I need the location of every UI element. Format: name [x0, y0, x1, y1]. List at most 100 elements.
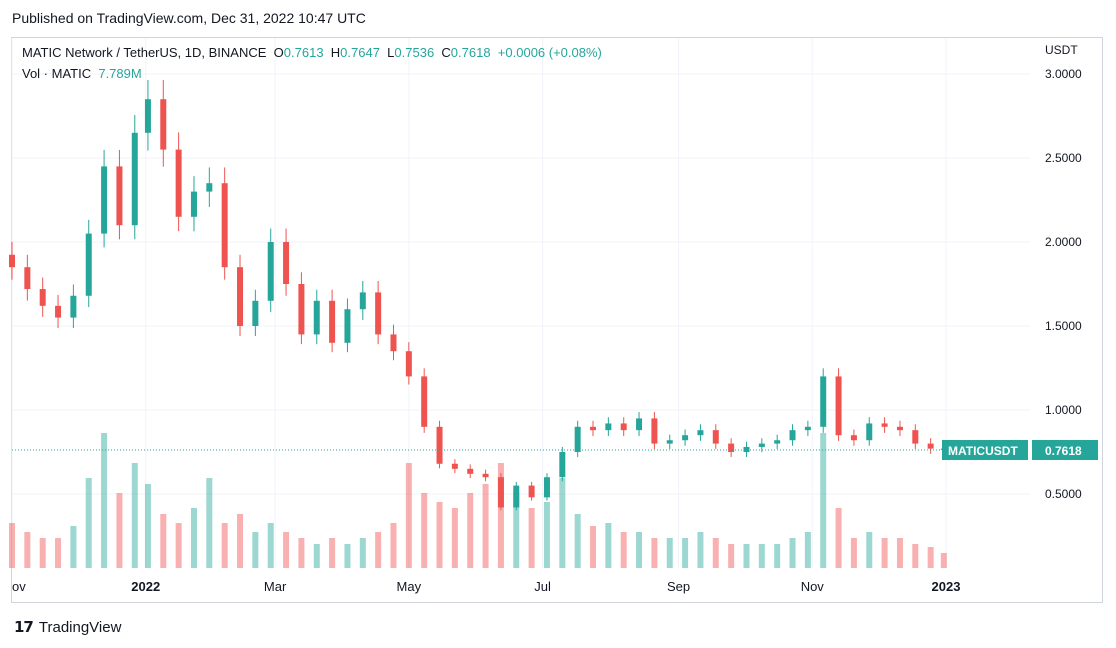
candle-body [620, 423, 627, 431]
volume-bar [758, 544, 765, 568]
candle-body [927, 443, 934, 449]
ohlc-legend: MATIC Network / TetherUS, 1D, BINANCE O0… [22, 45, 602, 60]
price-tag-value: 0.7618 [1045, 444, 1082, 458]
candle-body [116, 166, 123, 226]
volume-bar [206, 478, 213, 568]
candle-body [160, 99, 167, 150]
volume-bar [927, 547, 934, 568]
volume-bar [252, 532, 259, 568]
candle-body [70, 295, 77, 318]
volume-bar [55, 538, 62, 568]
candle-layer [9, 80, 947, 511]
volume-bar [804, 532, 811, 568]
tradingview-logo[interactable]: 17 TradingView [14, 618, 121, 636]
volume-bar [651, 538, 658, 568]
volume-bar [497, 463, 504, 568]
volume-bar [743, 544, 750, 568]
volume-bar [482, 484, 489, 568]
candle-body [421, 376, 428, 427]
candle-body [375, 292, 382, 335]
candle-body [743, 446, 750, 452]
x-tick-label: 2023 [932, 579, 961, 594]
candle-body [636, 418, 643, 431]
volume-bar [467, 493, 474, 568]
candle-body [298, 284, 305, 335]
y-axis: 3.0000 2.5000 2.0000 1.5000 1.0000 0.5000 [1045, 67, 1082, 501]
price-tag: MATICUSDT 0.7618 [942, 440, 1098, 460]
volume-bar [298, 538, 305, 568]
x-tick-label: 2022 [131, 579, 160, 594]
candle-body [252, 300, 259, 326]
low-label: L [387, 45, 395, 60]
published-caption: Published on TradingView.com, Dec 31, 20… [12, 10, 366, 26]
close-value: 0.7618 [450, 45, 491, 60]
x-tick-label: Sep [667, 579, 690, 594]
candle-body [850, 435, 857, 441]
volume-label: Vol · MATIC [22, 66, 92, 81]
candle-body [390, 334, 397, 352]
candle-body [85, 233, 92, 296]
high-label: H [330, 45, 341, 60]
volume-bar [101, 433, 108, 568]
volume-bar [636, 532, 643, 568]
candle-body [9, 254, 15, 268]
volume-bar [574, 514, 581, 568]
candle-body [101, 166, 108, 234]
candle-body [344, 309, 351, 343]
volume-bar [850, 538, 857, 568]
volume-value: 7.789M [98, 66, 142, 81]
volume-bar [697, 532, 704, 568]
candle-body [590, 426, 597, 431]
candle-body [513, 485, 520, 508]
candle-body [881, 423, 888, 427]
candle-body [206, 183, 213, 192]
candle-body [559, 452, 566, 478]
volume-bar [820, 433, 827, 568]
open-value: 0.7613 [283, 45, 324, 60]
volume-bar [160, 514, 167, 568]
volume-bar [620, 532, 627, 568]
volume-bar [728, 544, 735, 568]
candle-body [697, 430, 704, 436]
volume-bar [144, 484, 151, 568]
volume-bar [85, 478, 92, 568]
volume-bar [896, 538, 903, 568]
candle-body [405, 351, 412, 377]
y-tick-label: 1.0000 [1045, 403, 1082, 417]
y-tick-label: 1.5000 [1045, 319, 1082, 333]
price-tag-symbol: MATICUSDT [948, 444, 1018, 458]
price-tag-value-bg [1032, 440, 1098, 460]
candle-body [866, 423, 873, 441]
y-tick-label: 2.5000 [1045, 151, 1082, 165]
currency-label: USDT [1045, 43, 1078, 57]
volume-bar [451, 508, 458, 568]
volume-legend: Vol · MATIC 7.789M [22, 66, 142, 81]
pair-label: MATIC Network / TetherUS, 1D, BINANCE [22, 45, 267, 60]
candle-body [237, 267, 244, 326]
volume-bar [329, 538, 336, 568]
volume-bar [682, 538, 689, 568]
candle-body [55, 305, 62, 318]
candle-body [820, 376, 827, 427]
volume-layer [9, 433, 947, 568]
candle-body [651, 418, 658, 444]
close-label: C [441, 45, 451, 60]
candle-body [39, 289, 46, 306]
volume-bar [344, 544, 351, 568]
volume-bar [9, 523, 15, 568]
candle-body [896, 426, 903, 431]
x-tick-label: May [397, 579, 422, 594]
candle-body [283, 242, 290, 284]
low-value: 0.7536 [394, 45, 435, 60]
change-value: +0.0006 (+0.08%) [497, 45, 602, 60]
volume-bar [375, 532, 382, 568]
candle-body [313, 300, 320, 335]
volume-bar [190, 508, 197, 568]
candle-body [436, 426, 443, 464]
candle-body [528, 485, 535, 498]
volume-bar [666, 538, 673, 568]
candle-body [144, 99, 151, 133]
volume-bar [590, 526, 597, 568]
volume-bar [116, 493, 123, 568]
